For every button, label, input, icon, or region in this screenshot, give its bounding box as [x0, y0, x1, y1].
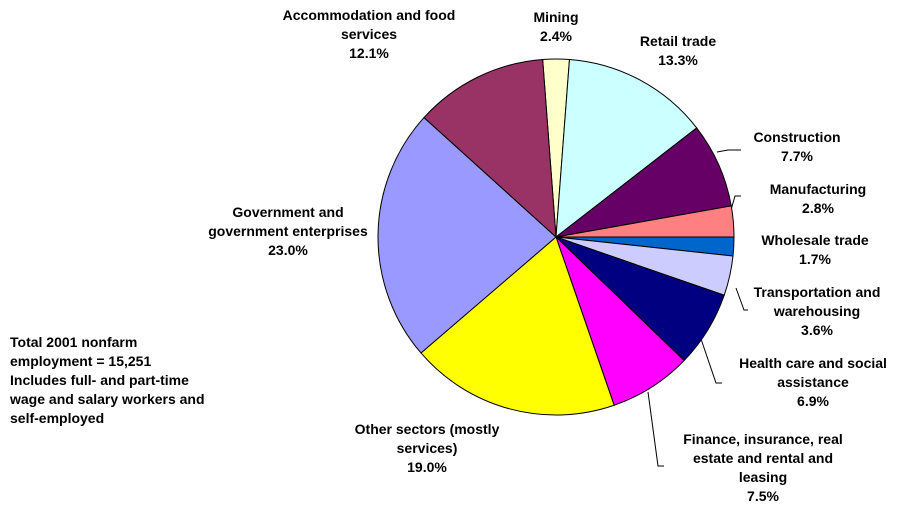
value-label: 2.8% — [802, 200, 834, 216]
value-label: 3.6% — [801, 322, 833, 338]
category-label: Manufacturing — [769, 181, 867, 197]
pie-slice — [555, 58, 698, 239]
category-label: Wholesale trade — [761, 232, 869, 248]
category-label: Health care and social assistance — [739, 355, 887, 390]
slice-label: Government and government enterprises 23.… — [193, 203, 383, 260]
value-label: 2.4% — [540, 28, 572, 44]
leader-lines — [647, 149, 748, 467]
category-label: Government and government enterprises — [208, 204, 368, 239]
value-label: 7.7% — [781, 148, 813, 164]
value-label: 7.5% — [747, 488, 779, 504]
category-label: Accommodation and food services — [282, 7, 456, 42]
category-label: Transportation and warehousing — [753, 284, 881, 319]
slice-label: Mining 2.4% — [516, 8, 596, 46]
leader-line — [735, 287, 748, 311]
value-label: 12.1% — [349, 45, 389, 61]
note: Total 2001 nonfarm employment = 15,251 — [10, 334, 152, 369]
value-label: 1.7% — [799, 251, 831, 267]
leader-line — [699, 335, 722, 384]
slice-label: Other sectors (mostly services) 19.0% — [337, 420, 517, 477]
slice-label: Accommodation and food services 12.1% — [264, 6, 474, 63]
pie-slice — [420, 236, 615, 416]
slice-label: Finance, insurance, real estate and rent… — [668, 430, 858, 506]
pie — [377, 58, 735, 416]
slice-label: Retail trade 13.3% — [618, 32, 738, 70]
value-label: 19.0% — [407, 459, 447, 475]
slice-label: Health care and social assistance 6.9% — [718, 354, 908, 411]
pie-slice — [377, 116, 557, 354]
leader-line — [716, 149, 741, 153]
pie-slice — [423, 58, 557, 239]
value-label: 6.9% — [797, 393, 829, 409]
category-label: Retail trade — [639, 33, 717, 49]
value-label: 23.0% — [268, 242, 308, 258]
category-label: Mining — [533, 9, 579, 25]
slice-label: Manufacturing 2.8% — [758, 180, 878, 218]
category-label: Finance, insurance, real estate and rent… — [683, 431, 843, 485]
slice-label: Construction 7.7% — [737, 128, 857, 166]
note: Includes full- and part-time wage and sa… — [10, 372, 205, 426]
leader-line — [730, 195, 741, 211]
value-label: 13.3% — [658, 52, 698, 68]
slice-label: Wholesale trade 1.7% — [750, 231, 880, 269]
slice-label: Transportation and warehousing 3.6% — [742, 283, 892, 340]
category-label: Construction — [753, 129, 841, 145]
leader-line — [647, 391, 664, 467]
category-label: Other sectors (mostly services) — [354, 421, 500, 456]
